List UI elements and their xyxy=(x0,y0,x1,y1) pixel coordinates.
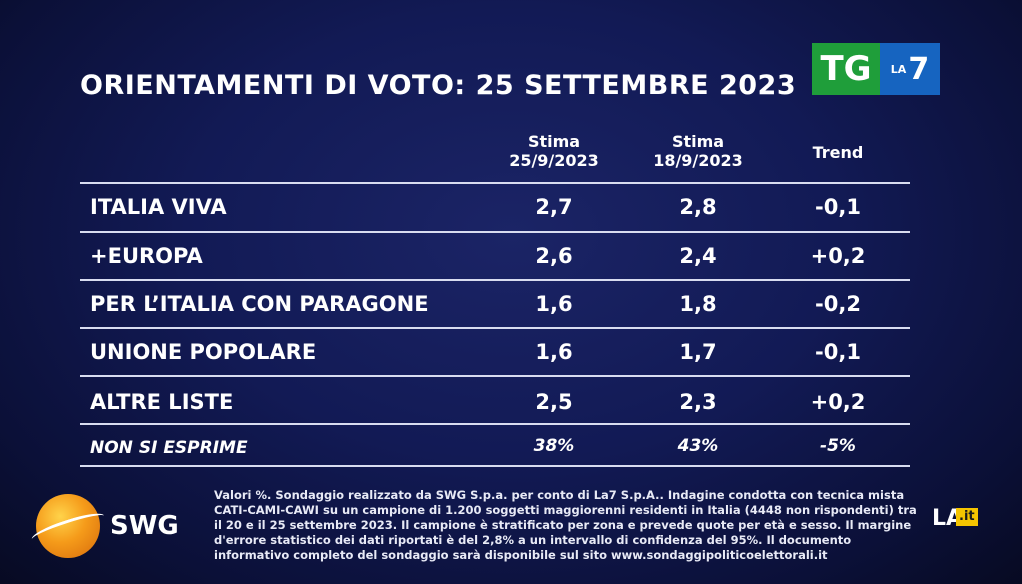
row-label-italia-con-paragone: PER L’ITALIA CON PARAGONE xyxy=(90,292,429,316)
la7-watermark: LA7 .it xyxy=(932,486,978,538)
column-header-line1: Stima xyxy=(671,132,725,151)
cell-value: 2,6 xyxy=(535,244,573,268)
row-label-italia-viva: ITALIA VIVA xyxy=(90,195,227,219)
row-label-piu-europa: +EUROPA xyxy=(90,244,203,268)
cell-value: 1,6 xyxy=(535,340,573,364)
column-header-line1: Stima xyxy=(527,132,581,151)
cell-trend: -0,1 xyxy=(815,340,861,364)
la7-watermark-it: .it xyxy=(956,508,978,526)
cell-value: 1,8 xyxy=(679,292,717,316)
row-divider xyxy=(80,423,910,425)
cell-value: 2,4 xyxy=(679,244,717,268)
cell-value: 38% xyxy=(533,436,575,456)
cell-trend: -5% xyxy=(820,436,856,456)
row-divider xyxy=(80,182,910,184)
tg-logo-tg: TG xyxy=(812,43,880,95)
column-header-stima-18: Stima 18/9/2023 xyxy=(628,132,768,170)
column-header-trend: Trend xyxy=(768,143,908,162)
cell-trend: -0,1 xyxy=(815,195,861,219)
cell-value: 1,7 xyxy=(679,340,717,364)
column-header-line2: 18/9/2023 xyxy=(653,151,743,170)
cell-value: 43% xyxy=(677,436,719,456)
swg-logo: SWG xyxy=(36,494,179,558)
cell-trend: +0,2 xyxy=(810,244,866,268)
row-label-altre-liste: ALTRE LISTE xyxy=(90,390,234,414)
tg-logo-seven: 7 xyxy=(908,51,930,87)
row-divider xyxy=(80,327,910,329)
cell-value: 1,6 xyxy=(535,292,573,316)
swg-wordmark: SWG xyxy=(110,511,179,541)
row-divider xyxy=(80,465,910,467)
page-title: ORIENTAMENTI DI VOTO: 25 SETTEMBRE 2023 xyxy=(80,70,797,101)
tg-logo-la: LA xyxy=(890,62,907,76)
column-header-stima-25: Stima 25/9/2023 xyxy=(484,132,624,170)
tg-logo-la7: LA 7 xyxy=(880,43,940,95)
row-label-unione-popolare: UNIONE POPOLARE xyxy=(90,340,317,364)
row-divider xyxy=(80,375,910,377)
row-divider xyxy=(80,279,910,281)
column-header-line2: 25/9/2023 xyxy=(509,151,599,170)
cell-value: 2,7 xyxy=(535,195,573,219)
cell-value: 2,3 xyxy=(679,390,717,414)
cell-value: 2,5 xyxy=(535,390,573,414)
row-label-non-si-esprime: NON SI ESPRIME xyxy=(90,438,248,458)
cell-value: 2,8 xyxy=(679,195,717,219)
methodology-note: Valori %. Sondaggio realizzato da SWG S.… xyxy=(214,488,917,562)
tg-la7-logo: TG LA 7 xyxy=(812,43,940,95)
row-divider xyxy=(80,231,910,233)
cell-trend: +0,2 xyxy=(810,390,866,414)
swg-globe-icon xyxy=(36,494,100,558)
cell-trend: -0,2 xyxy=(815,292,861,316)
column-header-line1: Trend xyxy=(812,143,864,162)
